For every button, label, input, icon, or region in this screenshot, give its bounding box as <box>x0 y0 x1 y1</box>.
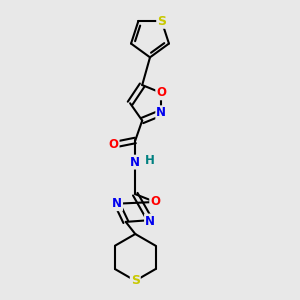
Text: H: H <box>145 154 155 167</box>
Text: O: O <box>109 138 118 151</box>
Text: S: S <box>157 15 166 28</box>
Text: O: O <box>156 86 166 99</box>
Text: S: S <box>131 274 140 287</box>
Text: N: N <box>145 214 155 227</box>
Text: N: N <box>112 197 122 210</box>
Text: N: N <box>130 156 140 169</box>
Text: N: N <box>156 106 166 119</box>
Text: O: O <box>150 196 160 208</box>
